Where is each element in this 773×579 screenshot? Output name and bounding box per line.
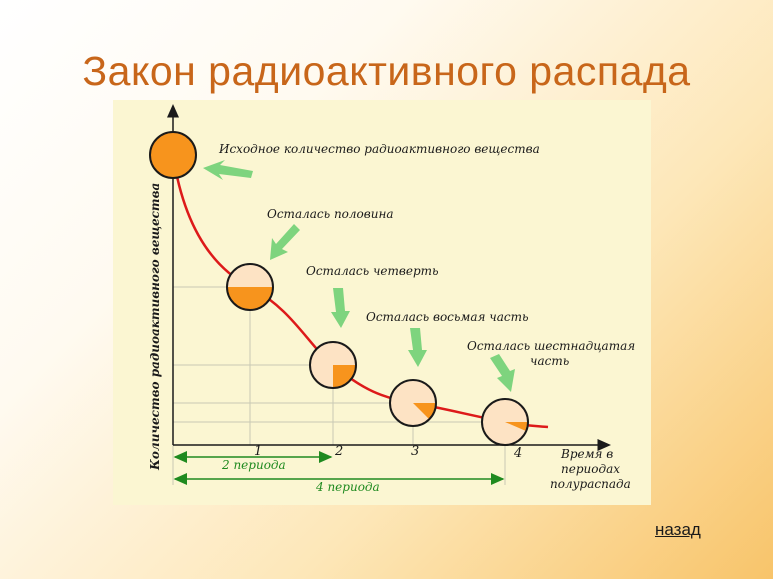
pointer-arrow-sixteenth [490,354,515,392]
caption-initial: Исходное количество радиоактивного вещес… [218,142,540,156]
x-tick-4: 4 [513,446,522,461]
decay-diagram: Исходное количество радиоактивного вещес… [113,100,651,505]
x-tick-2: 2 [334,444,343,459]
back-link[interactable]: назад [655,520,701,539]
decay-diagram-svg: Исходное количество радиоактивного вещес… [148,104,635,494]
y-axis-label: Количество радиоактивного вещества [148,183,162,471]
pointer-arrow-quarter [331,288,350,328]
x-axis-label-line1: Время в [560,447,613,461]
caption-sixteenth-line2: часть [530,354,569,368]
span-four-periods-label: 4 периода [315,480,380,494]
circle-quarter [309,341,357,389]
pointer-arrow-half [270,224,300,260]
circle-initial [149,131,197,179]
x-axis-label-line3: полураспада [550,477,631,491]
span-two-periods-label: 2 периода [221,458,286,472]
circle-sixteenth [481,398,529,446]
circle-eighth [389,379,437,427]
pointer-arrow-eighth [408,328,427,367]
x-axis-label-line2: периодах [561,462,620,476]
x-tick-3: 3 [411,444,419,459]
slide-title: Закон радиоактивного распада [82,48,691,94]
caption-eighth: Осталась восьмая часть [366,310,529,324]
caption-quarter: Осталась четверть [306,264,439,278]
caption-sixteenth-line1: Осталась шестнадцатая [467,339,635,353]
circle-half [226,263,274,311]
caption-half: Осталась половина [267,207,394,221]
pointer-arrow-initial [203,160,253,180]
